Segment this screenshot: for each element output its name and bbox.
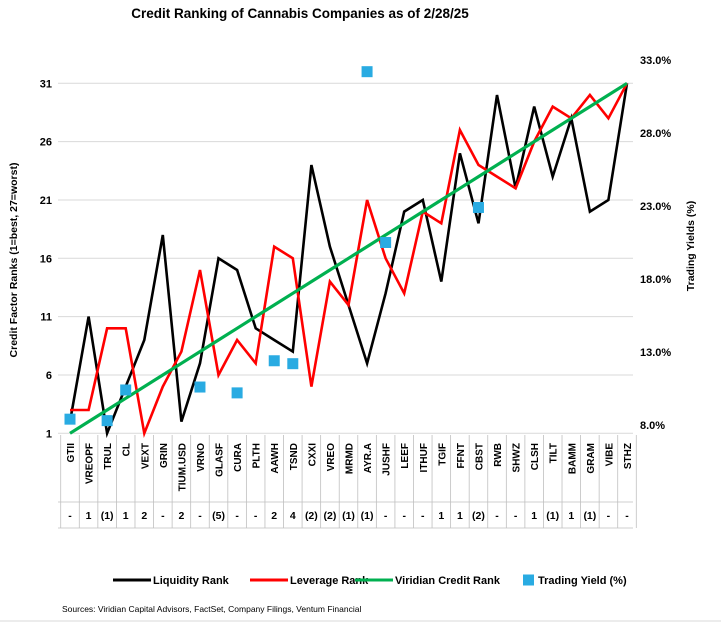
ticker-label: LEEF (400, 443, 411, 469)
yield-marker (472, 201, 484, 213)
ticker-label: FFNT (456, 443, 467, 469)
ticker-label: RWB (493, 443, 504, 467)
footnote-value: - (235, 510, 239, 522)
footnote-value: - (514, 510, 518, 522)
ticker-label: JUSHF (382, 443, 393, 476)
ticker-label: ITHUF (419, 443, 430, 472)
ticker-label: TILT (549, 443, 560, 463)
ticker-label: TRUL (103, 443, 114, 470)
ticker-label: GRAM (586, 443, 597, 474)
ticker-label: BAMM (567, 443, 578, 474)
ticker-label: TGIF (437, 443, 448, 466)
footnote-value: (1) (361, 510, 374, 522)
yield-marker (231, 387, 243, 399)
footnote-value: - (161, 510, 165, 522)
left-axis-tick: 6 (46, 370, 52, 382)
footnote-value: (1) (583, 510, 596, 522)
ticker-label: SHWZ (512, 443, 523, 472)
ticker-label: VRNO (196, 443, 207, 472)
ticker-label: VREOPF (85, 443, 96, 484)
yield-marker (64, 413, 76, 425)
ticker-label: AYR.A (363, 443, 374, 473)
footnote-value: - (384, 510, 388, 522)
footnote-value: - (625, 510, 629, 522)
footnote-value: - (421, 510, 425, 522)
ticker-label: CBST (474, 443, 485, 470)
left-axis-tick: 16 (40, 253, 52, 265)
ticker-label: TIUM.USD (177, 443, 188, 491)
ticker-label: CLSH (530, 443, 541, 470)
legend-label: Leverage Rank (290, 575, 369, 587)
left-axis-tick: 26 (40, 137, 52, 149)
left-axis-tick: 1 (46, 428, 52, 440)
footnote-value: 1 (457, 510, 463, 522)
footnote-value: (2) (324, 510, 337, 522)
footnote-value: 2 (178, 510, 184, 522)
ticker-label: STHZ (623, 443, 634, 469)
series-line-viridian-credit-rank (69, 81, 628, 435)
footnote-value: - (495, 510, 499, 522)
footnote-value: (2) (305, 510, 318, 522)
yield-marker (380, 237, 392, 248)
footnote-value: - (198, 510, 202, 522)
footnote-value: 2 (271, 510, 277, 522)
ticker-label: TSND (289, 443, 300, 470)
footnote-value: (1) (546, 510, 559, 522)
right-axis-tick: 18.0% (640, 274, 671, 286)
left-axis-title: Credit Factor Ranks (1=best, 27=worst) (8, 163, 20, 358)
legend-sample-square (523, 574, 534, 586)
yield-marker (120, 384, 132, 396)
ticker-label: VIBE (604, 443, 615, 467)
footnote-value: 1 (531, 510, 537, 522)
chart-title: Credit Ranking of Cannabis Companies as … (131, 6, 469, 21)
legend-label: Trading Yield (%) (538, 575, 627, 587)
ticker-label: VREO (326, 443, 337, 472)
legend-label: Viridian Credit Rank (395, 575, 501, 587)
ticker-label: MRMD (345, 443, 356, 474)
right-axis-tick: 28.0% (640, 128, 671, 140)
legend-label: Liquidity Rank (153, 575, 230, 587)
footnote-value: 1 (123, 510, 129, 522)
ticker-label: AAWH (270, 443, 281, 474)
footnote-value: 1 (438, 510, 444, 522)
yield-marker (361, 66, 373, 78)
right-axis-tick: 23.0% (640, 201, 671, 213)
footnote-value: (2) (472, 510, 485, 522)
footnote-value: - (607, 510, 611, 522)
footnote-value: (1) (342, 510, 355, 522)
ticker-label: GLASF (215, 443, 226, 477)
source-note: Sources: Viridian Capital Advisors, Fact… (62, 604, 361, 614)
yield-marker (194, 381, 206, 393)
ticker-label: CL (122, 443, 133, 456)
footnote-value: 4 (290, 510, 296, 522)
yield-marker (101, 415, 113, 427)
right-axis-tick: 8.0% (640, 420, 665, 432)
footnote-value: (5) (212, 510, 225, 522)
right-axis-tick: 33.0% (640, 55, 671, 67)
ticker-label: PLTH (252, 443, 263, 468)
footnote-value: (1) (101, 510, 114, 522)
ticker-label: VEXT (140, 443, 151, 469)
footnote-value: 1 (568, 510, 574, 522)
left-axis-tick: 21 (40, 195, 52, 207)
footnote-value: - (254, 510, 258, 522)
footnote-value: 2 (141, 510, 147, 522)
right-axis-tick: 13.0% (640, 347, 671, 359)
left-axis-tick: 11 (40, 312, 52, 324)
yield-marker (268, 355, 280, 367)
yield-marker (287, 358, 299, 370)
footnote-value: 1 (86, 510, 92, 522)
left-axis-tick: 31 (40, 78, 52, 90)
right-axis-title: Trading Yields (%) (685, 201, 697, 291)
ticker-label: CXXI (307, 443, 318, 467)
ticker-label: CURA (233, 443, 244, 472)
footnote-value: - (68, 510, 72, 522)
ticker-label: GTII (66, 443, 77, 463)
ticker-label: GRIN (159, 443, 170, 468)
footnote-value: - (402, 510, 406, 522)
